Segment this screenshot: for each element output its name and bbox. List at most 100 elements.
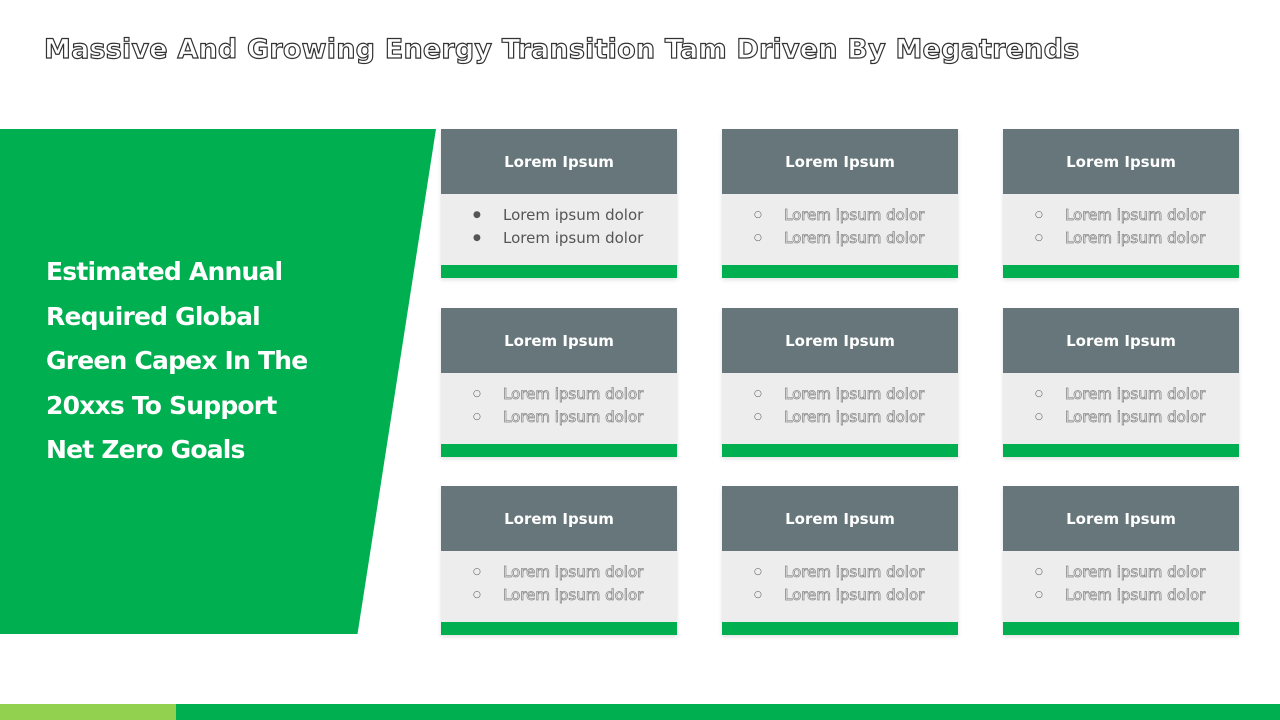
info-card: Lorem Ipsum ○ Lorem ipsum dolor ○ Lorem ipsu… (1003, 308, 1239, 457)
card-footer-bar (1003, 444, 1239, 457)
card-bullet-item: ○ Lorem ipsum dolor (754, 227, 958, 250)
card-bullet-item: ● Lorem ipsum dolor (473, 204, 677, 227)
card-bullet-text: Lorem ipsum dolor (1065, 385, 1206, 404)
card-bullet-list: ● Lorem ipsum dolor ● Lorem ipsum dolor (441, 204, 677, 250)
card-heading: Lorem Ipsum (441, 129, 677, 194)
card-bullet-text: Lorem ipsum dolor (784, 586, 925, 605)
card-bullet-item: ○ Lorem ipsum dolor (1035, 406, 1239, 429)
card-heading: Lorem Ipsum (441, 308, 677, 373)
info-card: Lorem Ipsum ● Lorem ipsum dolor ● Lorem ipsu… (441, 129, 677, 278)
hollow-bullet-icon: ○ (1035, 590, 1043, 600)
filled-bullet-icon: ● (473, 233, 481, 243)
card-heading: Lorem Ipsum (722, 486, 958, 551)
card-footer-bar (722, 622, 958, 635)
card-footer-bar (722, 265, 958, 278)
card-bullet-item: ● Lorem ipsum dolor (473, 227, 677, 250)
card-body: ○ Lorem ipsum dolor ○ Lorem ipsum dolor (722, 194, 958, 265)
card-bullet-text: Lorem ipsum dolor (503, 229, 644, 247)
card-footer-bar (441, 622, 677, 635)
card-footer-bar (722, 444, 958, 457)
card-bullet-item: ○ Lorem ipsum dolor (754, 561, 958, 584)
info-card: Lorem Ipsum ○ Lorem ipsum dolor ○ Lorem ipsu… (722, 486, 958, 635)
card-bullet-item: ○ Lorem ipsum dolor (754, 584, 958, 607)
card-bullet-text: Lorem ipsum dolor (1065, 229, 1206, 248)
card-bullet-list: ○ Lorem ipsum dolor ○ Lorem ipsum dolor (722, 204, 958, 250)
card-heading: Lorem Ipsum (1003, 486, 1239, 551)
slide-title: Massive And Growing Energy Transition Ta… (43, 33, 1080, 65)
panel-text: Estimated Annual Required Global Green C… (46, 257, 308, 464)
card-heading: Lorem Ipsum (441, 486, 677, 551)
card-bullet-item: ○ Lorem ipsum dolor (473, 383, 677, 406)
card-bullet-list: ○ Lorem ipsum dolor ○ Lorem ipsum dolor (722, 561, 958, 607)
card-bullet-text: Lorem ipsum dolor (503, 385, 644, 404)
card-footer-bar (1003, 265, 1239, 278)
hollow-bullet-icon: ○ (1035, 389, 1043, 399)
card-bullet-list: ○ Lorem ipsum dolor ○ Lorem ipsum dolor (1003, 383, 1239, 429)
hollow-bullet-icon: ○ (754, 233, 762, 243)
card-bullet-list: ○ Lorem ipsum dolor ○ Lorem ipsum dolor (1003, 561, 1239, 607)
info-card: Lorem Ipsum ○ Lorem ipsum dolor ○ Lorem ipsu… (722, 308, 958, 457)
hollow-bullet-icon: ○ (473, 590, 481, 600)
hollow-bullet-icon: ○ (1035, 233, 1043, 243)
info-card: Lorem Ipsum ○ Lorem ipsum dolor ○ Lorem ipsu… (441, 308, 677, 457)
card-bullet-text: Lorem ipsum dolor (784, 563, 925, 582)
bottom-accent-bar-light (0, 704, 176, 720)
card-body: ○ Lorem ipsum dolor ○ Lorem ipsum dolor (722, 551, 958, 622)
card-bullet-item: ○ Lorem ipsum dolor (1035, 227, 1239, 250)
card-bullet-item: ○ Lorem ipsum dolor (1035, 584, 1239, 607)
hollow-bullet-icon: ○ (754, 590, 762, 600)
card-bullet-item: ○ Lorem ipsum dolor (754, 204, 958, 227)
card-bullet-text: Lorem ipsum dolor (784, 206, 925, 225)
hollow-bullet-icon: ○ (473, 389, 481, 399)
card-body: ○ Lorem ipsum dolor ○ Lorem ipsum dolor (441, 373, 677, 444)
card-bullet-item: ○ Lorem ipsum dolor (1035, 561, 1239, 584)
card-bullet-text: Lorem ipsum dolor (503, 408, 644, 427)
hollow-bullet-icon: ○ (473, 567, 481, 577)
card-bullet-item: ○ Lorem ipsum dolor (473, 406, 677, 429)
green-side-panel (0, 129, 436, 634)
card-body: ○ Lorem ipsum dolor ○ Lorem ipsum dolor (1003, 373, 1239, 444)
card-bullet-item: ○ Lorem ipsum dolor (473, 561, 677, 584)
card-bullet-text: Lorem ipsum dolor (503, 206, 644, 224)
card-bullet-list: ○ Lorem ipsum dolor ○ Lorem ipsum dolor (441, 561, 677, 607)
card-bullet-text: Lorem ipsum dolor (503, 563, 644, 582)
card-bullet-list: ○ Lorem ipsum dolor ○ Lorem ipsum dolor (1003, 204, 1239, 250)
card-heading: Lorem Ipsum (722, 308, 958, 373)
hollow-bullet-icon: ○ (1035, 412, 1043, 422)
hollow-bullet-icon: ○ (1035, 567, 1043, 577)
card-bullet-text: Lorem ipsum dolor (1065, 408, 1206, 427)
hollow-bullet-icon: ○ (754, 412, 762, 422)
card-bullet-list: ○ Lorem ipsum dolor ○ Lorem ipsum dolor (722, 383, 958, 429)
card-heading: Lorem Ipsum (1003, 308, 1239, 373)
card-body: ○ Lorem ipsum dolor ○ Lorem ipsum dolor (1003, 551, 1239, 622)
card-heading: Lorem Ipsum (1003, 129, 1239, 194)
card-bullet-item: ○ Lorem ipsum dolor (754, 406, 958, 429)
card-footer-bar (1003, 622, 1239, 635)
info-card: Lorem Ipsum ○ Lorem ipsum dolor ○ Lorem ipsu… (722, 129, 958, 278)
card-bullet-list: ○ Lorem ipsum dolor ○ Lorem ipsum dolor (441, 383, 677, 429)
hollow-bullet-icon: ○ (754, 210, 762, 220)
card-body: ○ Lorem ipsum dolor ○ Lorem ipsum dolor (1003, 194, 1239, 265)
card-footer-bar (441, 444, 677, 457)
hollow-bullet-icon: ○ (1035, 210, 1043, 220)
info-card: Lorem Ipsum ○ Lorem ipsum dolor ○ Lorem ipsu… (1003, 486, 1239, 635)
card-bullet-item: ○ Lorem ipsum dolor (1035, 383, 1239, 406)
card-bullet-text: Lorem ipsum dolor (1065, 586, 1206, 605)
card-footer-bar (441, 265, 677, 278)
card-bullet-text: Lorem ipsum dolor (1065, 206, 1206, 225)
filled-bullet-icon: ● (473, 210, 481, 220)
card-bullet-text: Lorem ipsum dolor (503, 586, 644, 605)
card-bullet-item: ○ Lorem ipsum dolor (754, 383, 958, 406)
card-bullet-text: Lorem ipsum dolor (784, 385, 925, 404)
card-body: ○ Lorem ipsum dolor ○ Lorem ipsum dolor (722, 373, 958, 444)
card-bullet-text: Lorem ipsum dolor (784, 408, 925, 427)
card-bullet-item: ○ Lorem ipsum dolor (1035, 204, 1239, 227)
card-bullet-item: ○ Lorem ipsum dolor (473, 584, 677, 607)
hollow-bullet-icon: ○ (473, 412, 481, 422)
bottom-accent-bar-dark (176, 704, 1280, 720)
card-heading: Lorem Ipsum (722, 129, 958, 194)
hollow-bullet-icon: ○ (754, 567, 762, 577)
card-body: ○ Lorem ipsum dolor ○ Lorem ipsum dolor (441, 551, 677, 622)
card-body: ● Lorem ipsum dolor ● Lorem ipsum dolor (441, 194, 677, 265)
hollow-bullet-icon: ○ (754, 389, 762, 399)
